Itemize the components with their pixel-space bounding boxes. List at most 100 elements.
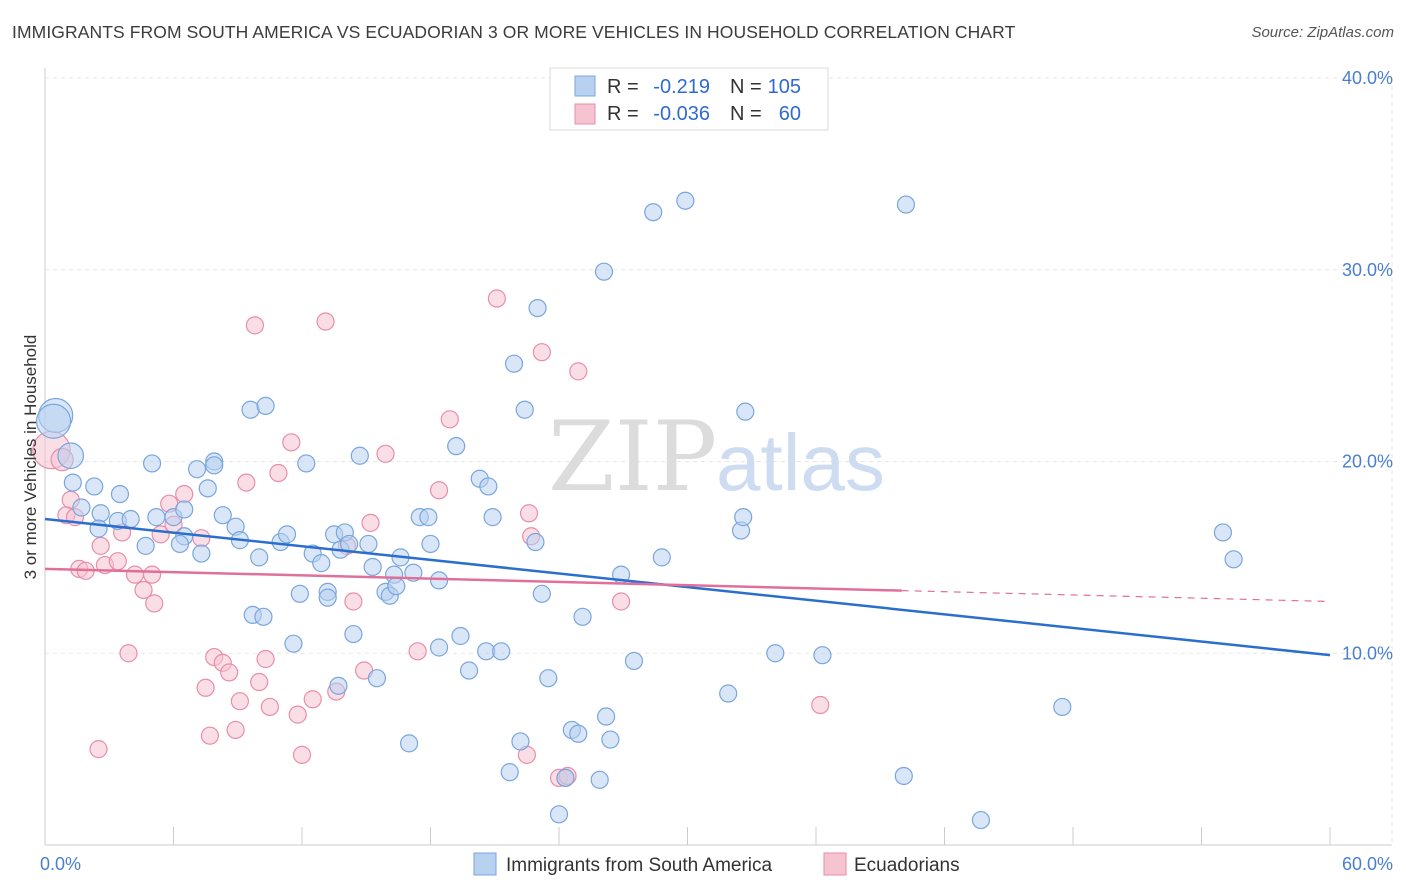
south-america-point-45 [344,624,363,644]
south-america-point-7 [89,519,108,538]
ecuadorians-point-46 [408,642,427,661]
south-america-point-94 [734,508,753,527]
south-america-point-103 [1224,550,1243,569]
legend-r-label-2: R = [607,103,639,125]
bottom-legend-swatch-blue [473,852,497,876]
south-america-point-64 [459,661,479,680]
ecuadorians-point-45 [376,444,395,463]
stats-legend: R = -0.219 N = 105 R = -0.036 N = 60 [549,67,829,131]
stats-legend-box [549,67,829,131]
south-america-point-6 [91,504,110,523]
south-america-point-71 [504,354,524,373]
south-america-point-28 [256,396,275,415]
south-america-point-99 [894,766,913,786]
south-america-point-92 [719,684,738,703]
south-america-point-101 [1053,697,1072,717]
x-tick-label-max: 60.0% [1342,854,1393,874]
ecuadorians-point-15 [142,565,162,584]
south-america-point-61 [429,571,449,590]
bottom-legend-label-south-america: Immigrants from South America [506,855,773,876]
ecuadorians-point-52 [519,504,539,523]
ecuadorians-point-7 [89,740,108,759]
ecuadorians-point-37 [292,745,312,764]
south-america-point-63 [451,626,470,646]
watermark-atlas: atlas [716,418,885,507]
south-america-point-30 [254,607,273,626]
south-america-point-60 [429,638,449,657]
south-america-point-78 [549,805,569,824]
legend-swatch-blue [574,75,596,97]
ecuadorians-point-21 [192,529,211,548]
ecuadorians-point-48 [440,410,459,429]
ecuadorians-point-23 [200,726,220,745]
y-tick-label-30: 30.0% [1342,260,1393,280]
south-america-point-102 [1213,523,1233,542]
south-america-point-19 [192,544,211,563]
ecuadorians-point-53 [532,343,551,362]
south-america-point-3 [63,473,82,492]
south-america-point-58 [419,508,438,527]
ecuadorians-point-59 [811,695,830,715]
south-america-point-41 [318,588,337,607]
south-america-point-74 [528,299,547,318]
legend-r-value-2: -0.036 [653,103,710,125]
ecuadorians-point-36 [288,705,307,724]
south-america-point-89 [644,203,663,222]
y-axis-label: 3 or more Vehicles in Household [21,335,40,580]
ecuadorians-point-10 [108,552,127,571]
south-america-point-11 [136,536,155,555]
south-america-point-37 [312,554,331,573]
y-tick-label-10: 10.0% [1342,643,1393,663]
south-america-point-59 [421,534,440,554]
south-america-point-42 [329,676,348,695]
ecuadorians-point-38 [303,690,322,709]
south-america-point-67 [479,477,498,496]
y-tick-labels: 10.0% 20.0% 30.0% 40.0% [1342,68,1393,663]
series-south-america-points [35,191,1243,830]
legend-n-value-2: 60 [779,103,801,125]
south-america-point-16 [187,460,207,479]
south-america-point-69 [492,642,511,661]
ecuadorians-point-27 [226,720,245,740]
legend-swatch-pink [574,103,596,125]
south-america-point-68 [483,508,502,527]
ecuadorians-point-33 [260,697,279,717]
watermark: ZIP atlas [548,401,885,513]
trend-line-ecuadorians [44,567,902,592]
bottom-legend-swatch-pink [823,852,847,876]
south-america-point-95 [736,402,755,421]
south-america-point-83 [594,262,614,281]
south-america-point-9 [121,509,140,529]
ecuadorians-point-44 [361,513,380,532]
south-america-point-2 [57,442,85,470]
source-label: Source: ZipAtlas.com [1251,24,1394,41]
ecuadorians-point-58 [612,592,631,611]
south-america-point-75 [532,584,551,603]
ecuadorians-point-39 [316,312,335,331]
south-america-point-72 [511,732,530,751]
south-america-point-10 [110,484,130,504]
ecuadorians-point-16 [145,594,164,613]
south-america-point-91 [676,191,695,210]
legend-n-label-1: N = [730,76,762,98]
south-america-point-85 [601,730,620,749]
south-america-point-48 [367,669,387,688]
south-america-point-49 [363,557,382,577]
ecuadorians-point-26 [220,663,239,682]
y-tick-label-20: 20.0% [1342,452,1393,472]
ecuadorians-point-31 [250,672,269,692]
ecuadorians-point-57 [569,362,588,381]
south-america-point-20 [198,479,217,498]
trend-line-south-america [44,517,1331,657]
south-america-point-86 [590,770,609,789]
south-america-point-27 [250,548,269,567]
south-america-point-35 [297,454,316,473]
south-america-point-88 [624,651,644,671]
south-america-point-26 [241,400,260,419]
south-america-point-82 [573,607,592,626]
south-america-point-13 [147,508,166,527]
south-america-point-12 [142,454,162,473]
south-america-point-18 [170,534,190,554]
ecuadorians-point-28 [230,692,249,711]
